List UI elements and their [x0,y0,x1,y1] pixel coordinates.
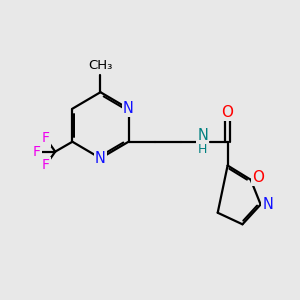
Text: N: N [262,197,273,212]
Text: H: H [198,142,208,155]
Text: O: O [252,169,264,184]
Text: F: F [33,145,41,159]
Text: O: O [222,105,234,120]
Text: N: N [197,128,208,143]
Text: F: F [42,158,50,172]
Text: N: N [95,151,106,166]
Text: N: N [123,101,134,116]
Text: CH₃: CH₃ [88,58,113,72]
Text: F: F [42,131,50,146]
